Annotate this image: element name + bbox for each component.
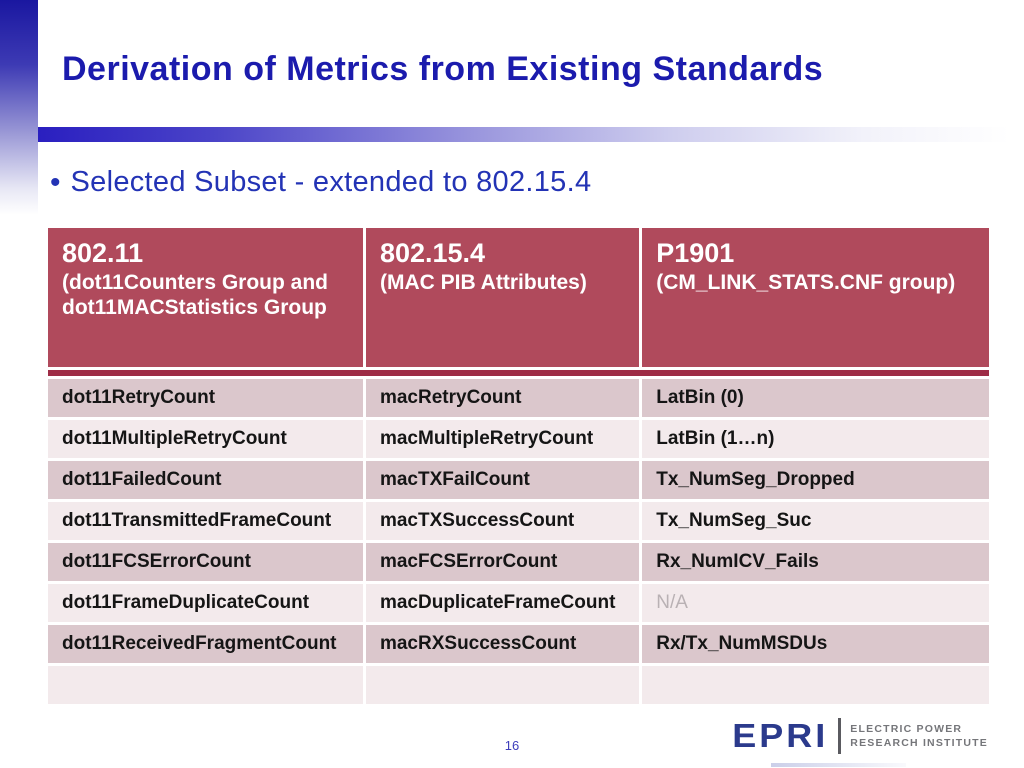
table-row: dot11RetryCount macRetryCount LatBin (0) bbox=[48, 379, 989, 417]
table-row: dot11FrameDuplicateCount macDuplicateFram… bbox=[48, 584, 989, 622]
table-cell bbox=[48, 666, 363, 704]
bullet-text: Selected Subset - extended to 802.15.4 bbox=[70, 166, 592, 198]
table-cell: macRXSuccessCount bbox=[365, 625, 640, 663]
table-row bbox=[48, 666, 989, 704]
epri-logo: EPRI ELECTRIC POWER RESEARCH INSTITUTE bbox=[732, 718, 988, 754]
table-cell: dot11FrameDuplicateCount bbox=[48, 584, 363, 622]
table-cell: macMultipleRetryCount bbox=[365, 420, 640, 458]
table-row: dot11ReceivedFragmentCount macRXSuccessCo… bbox=[48, 625, 989, 663]
table-cell: dot11TransmittedFrameCount bbox=[48, 502, 363, 540]
header-primary: 802.11 bbox=[62, 238, 144, 268]
bullet-icon: • bbox=[50, 165, 61, 199]
header-primary: P1901 bbox=[656, 238, 735, 268]
table-cell: macFCSErrorCount bbox=[365, 543, 640, 581]
table-cell: Rx_NumICV_Fails bbox=[642, 543, 989, 581]
title-underline-bar bbox=[38, 127, 1010, 142]
table-cell: Tx_NumSeg_Suc bbox=[642, 502, 989, 540]
table-header-p1901: P1901 (CM_LINK_STATS.CNF group) bbox=[642, 228, 989, 367]
table-cell: dot11FCSErrorCount bbox=[48, 543, 363, 581]
metrics-table: 802.11 (dot11Counters Group and dot11MAC… bbox=[48, 228, 989, 707]
table-row: dot11FailedCount macTXFailCount Tx_NumSeg_… bbox=[48, 461, 989, 499]
page-number: 16 bbox=[504, 738, 520, 753]
epri-wordmark: EPRI bbox=[732, 716, 829, 755]
table-header-80211: 802.11 (dot11Counters Group and dot11MAC… bbox=[48, 228, 363, 367]
table-row: dot11FCSErrorCount macFCSErrorCount Rx_Num… bbox=[48, 543, 989, 581]
epri-tagline: ELECTRIC POWER RESEARCH INSTITUTE bbox=[850, 723, 988, 749]
table-body: dot11RetryCount macRetryCount LatBin (0) do… bbox=[48, 379, 989, 704]
table-cell: Tx_NumSeg_Dropped bbox=[642, 461, 989, 499]
table-cell: LatBin (0) bbox=[642, 379, 989, 417]
epri-tagline-line1: ELECTRIC POWER bbox=[850, 723, 963, 735]
page-title: Derivation of Metrics from Existing Stan… bbox=[62, 50, 824, 88]
bullet-line: • Selected Subset - extended to 802.15.4 bbox=[50, 166, 591, 199]
table-cell: dot11MultipleRetryCount bbox=[48, 420, 363, 458]
left-gradient-strip bbox=[0, 0, 38, 215]
header-secondary: (CM_LINK_STATS.CNF group) bbox=[656, 270, 956, 294]
table-cell bbox=[642, 666, 989, 704]
table-header-row: 802.11 (dot11Counters Group and dot11MAC… bbox=[48, 228, 989, 367]
table-cell: macRetryCount bbox=[365, 379, 640, 417]
table-cell bbox=[365, 666, 640, 704]
table-row: dot11TransmittedFrameCount macTXSuccessCo… bbox=[48, 502, 989, 540]
table-cell: dot11RetryCount bbox=[48, 379, 363, 417]
logo-divider bbox=[838, 718, 842, 754]
table-cell: LatBin (1…n) bbox=[642, 420, 989, 458]
epri-tagline-line2: RESEARCH INSTITUTE bbox=[850, 737, 988, 749]
header-secondary: (dot11Counters Group and dot11MACStatist… bbox=[62, 270, 329, 319]
table-cell: dot11FailedCount bbox=[48, 461, 363, 499]
table-header-802154: 802.15.4 (MAC PIB Attributes) bbox=[365, 228, 640, 367]
table-cell: dot11ReceivedFragmentCount bbox=[48, 625, 363, 663]
table-cell: macTXFailCount bbox=[365, 461, 640, 499]
table-cell: Rx/Tx_NumMSDUs bbox=[642, 625, 989, 663]
table-cell: N/A bbox=[642, 584, 989, 622]
table-cell: macDuplicateFrameCount bbox=[365, 584, 640, 622]
bottom-accent bbox=[771, 763, 906, 767]
header-primary: 802.15.4 bbox=[379, 238, 486, 268]
header-divider bbox=[48, 370, 989, 376]
table-row: dot11MultipleRetryCount macMultipleRetryC… bbox=[48, 420, 989, 458]
header-secondary: (MAC PIB Attributes) bbox=[379, 270, 587, 294]
table-cell: macTXSuccessCount bbox=[365, 502, 640, 540]
